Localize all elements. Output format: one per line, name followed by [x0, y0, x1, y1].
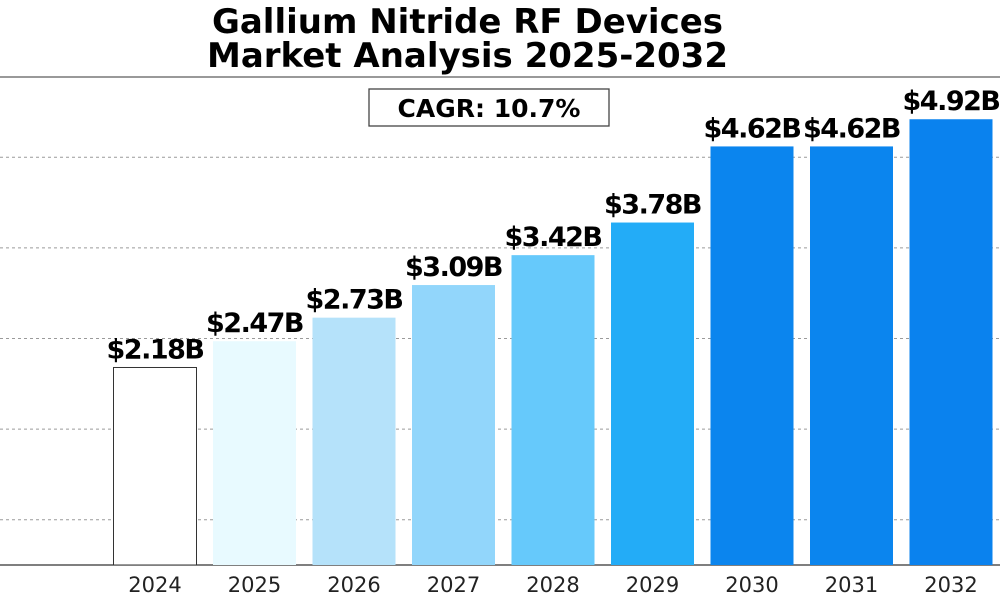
data-label-2024: $2.18B [107, 334, 204, 365]
chart-title-line-2: Market Analysis 2025-2032 [206, 36, 728, 76]
chart-title: Gallium Nitride RF Devices Market Analys… [0, 5, 935, 73]
x-tick-2028: 2028 [526, 573, 579, 597]
x-tick-labels: 2024 2025 2026 2027 2028 2029 2030 2031 2032 [128, 573, 977, 597]
data-label-2030: $4.62B [704, 113, 801, 144]
bar-2029 [611, 222, 694, 566]
bar-2032 [909, 119, 993, 566]
x-tick-2025: 2025 [228, 573, 281, 597]
bar-2024 [113, 366, 197, 566]
x-tick-2027: 2027 [427, 573, 480, 597]
bars [113, 119, 993, 566]
x-tick-2029: 2029 [626, 573, 679, 597]
cagr-annotation: CAGR: 10.7% [368, 88, 610, 127]
chart-title-line-1: Gallium Nitride RF Devices [211, 2, 724, 42]
bar-2031 [810, 146, 893, 566]
x-tick-2024: 2024 [128, 573, 181, 597]
bar-2026 [312, 317, 396, 565]
cagr-text: CAGR: 10.7% [398, 94, 581, 123]
data-label-2026: $2.73B [306, 285, 403, 316]
grid-lines [0, 156, 1000, 521]
data-label-2027: $3.09B [405, 252, 502, 283]
bar-2027 [412, 285, 495, 565]
x-tick-2032: 2032 [924, 573, 977, 597]
bar-2025 [213, 341, 296, 565]
data-labels: $2.18B$2.47B$2.73B$3.09B$3.42B$3.78B $4.6… [107, 86, 1000, 365]
x-tick-2031: 2031 [825, 573, 878, 597]
x-tick-2030: 2030 [725, 573, 778, 597]
data-label-2032: $4.92B [903, 86, 1000, 117]
x-tick-2026: 2026 [327, 573, 380, 597]
bar-2030 [710, 146, 794, 566]
data-label-2031: $4.62B [803, 113, 900, 144]
data-label-2028: $3.42B [505, 222, 602, 253]
data-label-2029: $3.78B [604, 190, 701, 221]
bar-2028 [511, 255, 595, 565]
data-label-2025: $2.47B [206, 308, 303, 339]
cagr-box [368, 88, 610, 127]
